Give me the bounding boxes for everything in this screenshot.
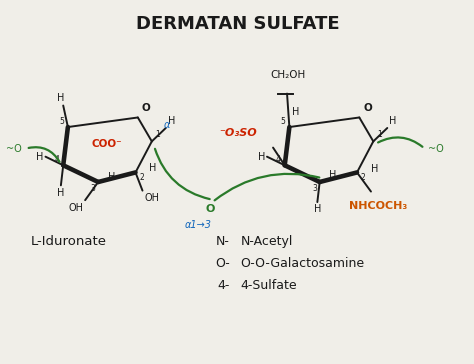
Text: N-: N- (216, 234, 230, 248)
Text: 5: 5 (281, 117, 286, 126)
Text: CH₂OH: CH₂OH (271, 70, 306, 80)
Text: H: H (292, 107, 299, 116)
Text: L-Iduronate: L-Iduronate (31, 234, 107, 248)
Text: ⁻O₃SO: ⁻O₃SO (219, 128, 257, 138)
Text: ~O: ~O (7, 143, 22, 154)
Text: N-Acetyl: N-Acetyl (240, 234, 293, 248)
Text: 4: 4 (55, 155, 60, 164)
Text: H: H (371, 164, 378, 174)
Text: O: O (363, 103, 372, 113)
Text: OH: OH (68, 202, 83, 213)
Text: 4-: 4- (217, 279, 230, 292)
Text: H: H (57, 188, 64, 198)
Text: α: α (164, 120, 170, 130)
Text: H: H (258, 152, 265, 162)
Text: 1: 1 (377, 130, 382, 139)
Text: COO⁻: COO⁻ (91, 139, 122, 149)
Text: OH: OH (145, 193, 159, 203)
Text: NHCOCH₃: NHCOCH₃ (349, 201, 407, 211)
Text: H: H (329, 170, 337, 180)
Text: H: H (36, 152, 44, 162)
Text: O: O (205, 205, 215, 214)
Text: 1: 1 (155, 130, 160, 139)
Text: H: H (149, 163, 157, 173)
Text: 4: 4 (276, 155, 281, 164)
Text: H: H (389, 116, 397, 126)
Text: O-: O- (215, 257, 230, 270)
Text: H: H (314, 205, 321, 214)
Text: O: O (142, 103, 150, 113)
Text: 4-Sulfate: 4-Sulfate (240, 279, 297, 292)
Text: ~O: ~O (428, 143, 444, 154)
Text: H: H (168, 116, 175, 126)
Text: 2: 2 (361, 173, 365, 182)
Text: 5: 5 (59, 117, 64, 126)
Text: H: H (57, 93, 64, 103)
Text: 3: 3 (312, 185, 317, 193)
Text: DERMATAN SULFATE: DERMATAN SULFATE (136, 15, 340, 33)
Text: 2: 2 (139, 173, 144, 182)
Text: O-O-Galactosamine: O-O-Galactosamine (240, 257, 365, 270)
Text: α1→3: α1→3 (185, 220, 212, 230)
Text: H: H (109, 172, 116, 182)
Text: 3: 3 (91, 185, 95, 193)
